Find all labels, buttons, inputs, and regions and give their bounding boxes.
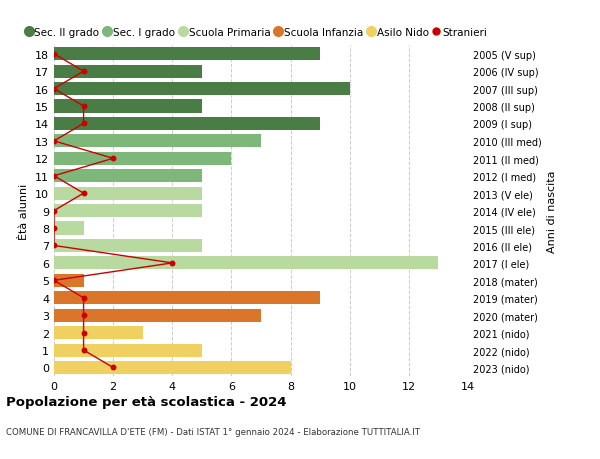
Bar <box>54 152 232 166</box>
Text: COMUNE DI FRANCAVILLA D'ETE (FM) - Dati ISTAT 1° gennaio 2024 - Elaborazione TUT: COMUNE DI FRANCAVILLA D'ETE (FM) - Dati … <box>6 427 420 436</box>
Bar <box>54 274 83 287</box>
Point <box>49 138 59 145</box>
Point <box>49 242 59 250</box>
Point <box>49 207 59 215</box>
Text: Popolazione per età scolastica - 2024: Popolazione per età scolastica - 2024 <box>6 395 287 408</box>
Bar <box>54 222 83 235</box>
Bar <box>54 309 261 322</box>
Bar <box>54 240 202 252</box>
Point <box>49 173 59 180</box>
Bar <box>54 66 202 78</box>
Bar <box>54 326 143 339</box>
Bar <box>54 257 439 270</box>
Point <box>49 86 59 93</box>
Point <box>79 190 88 197</box>
Point <box>79 312 88 319</box>
Point <box>79 347 88 354</box>
Point <box>79 294 88 302</box>
Y-axis label: Ètà alunni: Ètà alunni <box>19 183 29 239</box>
Bar <box>54 170 202 183</box>
Point <box>109 155 118 162</box>
Point <box>79 68 88 76</box>
Y-axis label: Anni di nascita: Anni di nascita <box>547 170 557 252</box>
Bar <box>54 100 202 113</box>
Point <box>79 121 88 128</box>
Point <box>79 329 88 336</box>
Point <box>49 51 59 58</box>
Bar <box>54 291 320 305</box>
Point <box>167 260 177 267</box>
Bar <box>54 83 350 96</box>
Legend: Sec. II grado, Sec. I grado, Scuola Primaria, Scuola Infanzia, Asilo Nido, Stran: Sec. II grado, Sec. I grado, Scuola Prim… <box>26 28 487 38</box>
Bar <box>54 361 290 374</box>
Point <box>79 103 88 111</box>
Bar <box>54 48 320 61</box>
Bar <box>54 187 202 200</box>
Bar <box>54 135 261 148</box>
Bar <box>54 205 202 218</box>
Point <box>109 364 118 371</box>
Point <box>49 225 59 232</box>
Point <box>49 277 59 285</box>
Bar <box>54 344 202 357</box>
Bar <box>54 118 320 131</box>
